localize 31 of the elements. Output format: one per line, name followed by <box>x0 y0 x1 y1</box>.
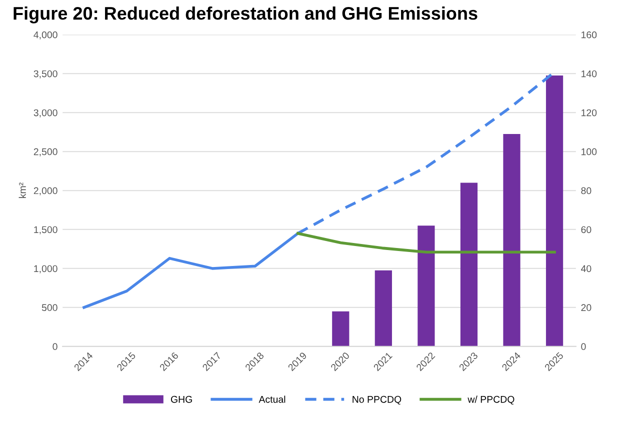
bar <box>418 226 435 346</box>
y-tick-label: 1,500 <box>34 226 58 234</box>
y2-tick-label: 140 <box>582 70 597 78</box>
y2-tick-label: 20 <box>581 304 592 312</box>
y-axis-title: km² <box>18 182 26 198</box>
bar <box>546 76 564 346</box>
y2-tick-label: 0 <box>581 343 586 350</box>
y-tick-label: 500 <box>42 304 58 312</box>
y-tick-label: 0 <box>52 343 58 350</box>
y2-tick-label: 120 <box>582 109 597 116</box>
legend-label: GHG <box>170 396 192 403</box>
y2-tick-label: 80 <box>581 187 592 194</box>
y2-tick-label: 160 <box>582 31 597 38</box>
bar <box>374 270 392 346</box>
y-tick-label: 2,500 <box>34 148 58 156</box>
y-tick-label: 3,500 <box>34 70 58 78</box>
legend-label: w/ PPCDQ <box>468 396 514 405</box>
legend-label: Actual <box>258 396 286 403</box>
y2-tick-label: 100 <box>582 148 597 156</box>
y-tick-label: 3,000 <box>34 109 58 118</box>
line-series <box>296 232 556 254</box>
bar <box>503 134 520 346</box>
y-tick-label: 4,000 <box>34 31 58 40</box>
legend-label: No PPCDQ <box>352 396 402 405</box>
bar <box>460 182 478 346</box>
y-tick-label: 1,000 <box>34 265 58 274</box>
y-tick-label: 2,000 <box>34 187 58 196</box>
y2-tick-label: 60 <box>581 226 592 234</box>
bar <box>332 311 350 346</box>
chart-title: Figure 20: Reduced deforestation and GHG Emissions <box>14 6 478 24</box>
y2-tick-label: 40 <box>581 265 592 272</box>
